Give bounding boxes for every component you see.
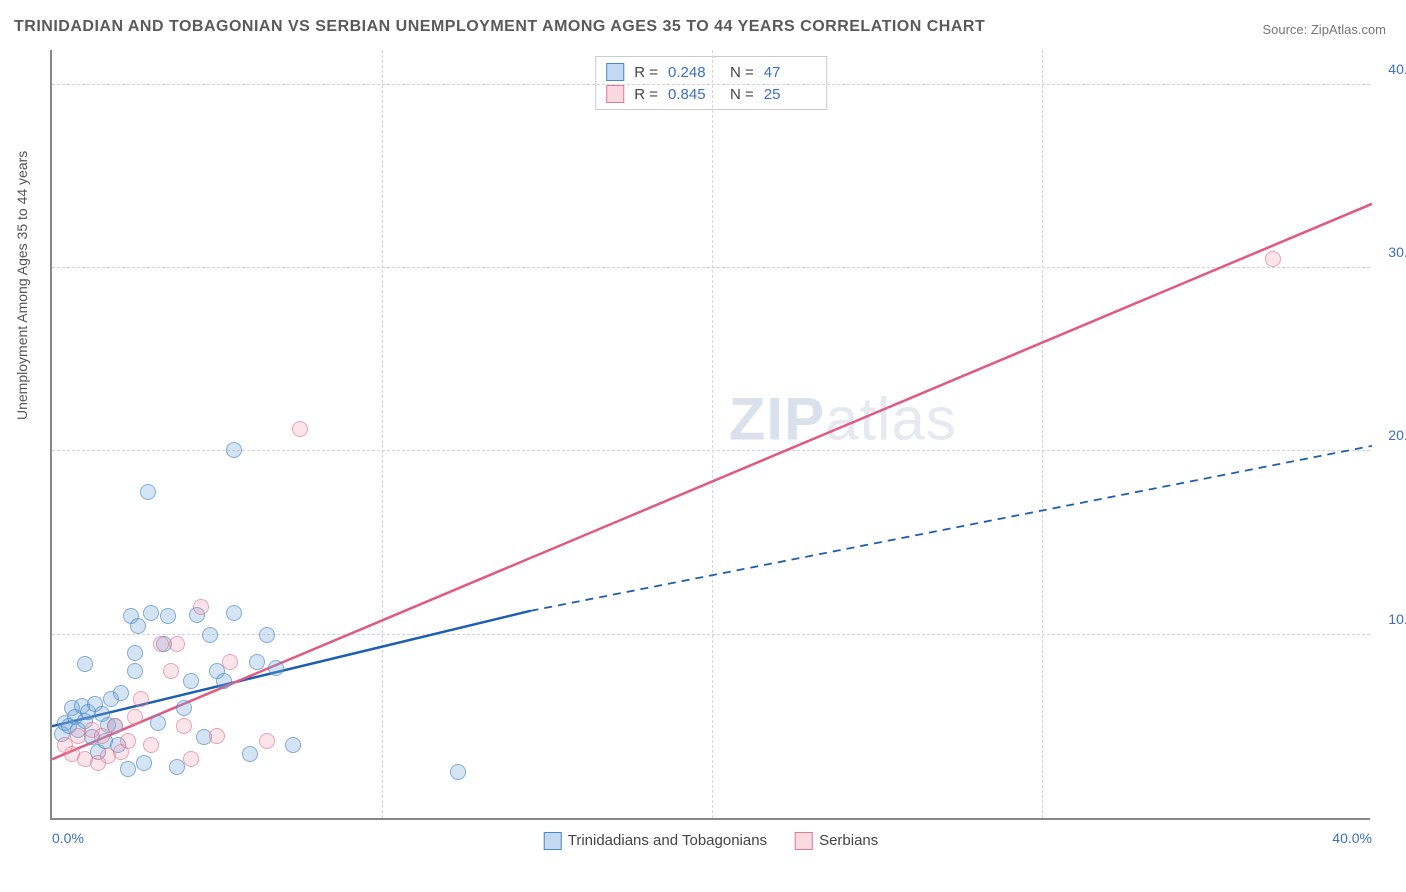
- scatter-point: [127, 663, 143, 679]
- gridline-h: [52, 84, 1370, 85]
- gridline-v: [1042, 50, 1043, 818]
- legend-row-pink: R = 0.845 N = 25: [606, 83, 816, 105]
- scatter-point: [77, 656, 93, 672]
- watermark: ZIPatlas: [729, 384, 957, 453]
- scatter-point: [143, 605, 159, 621]
- scatter-point: [183, 751, 199, 767]
- scatter-point: [259, 733, 275, 749]
- scatter-point: [163, 663, 179, 679]
- scatter-point: [226, 605, 242, 621]
- scatter-point: [127, 709, 143, 725]
- gridline-v: [712, 50, 713, 818]
- scatter-point: [202, 627, 218, 643]
- scatter-point: [160, 608, 176, 624]
- source-label: Source: ZipAtlas.com: [1262, 22, 1386, 37]
- scatter-point: [222, 654, 238, 670]
- x-tick-label: 0.0%: [52, 830, 84, 846]
- scatter-point: [153, 636, 169, 652]
- gridline-v: [382, 50, 383, 818]
- scatter-point: [120, 761, 136, 777]
- x-tick-label: 40.0%: [1332, 830, 1372, 846]
- scatter-point: [140, 484, 156, 500]
- y-tick-label: 30.0%: [1388, 244, 1406, 260]
- scatter-point: [292, 421, 308, 437]
- scatter-point: [133, 691, 149, 707]
- chart-title: TRINIDADIAN AND TOBAGONIAN VS SERBIAN UN…: [14, 18, 985, 36]
- scatter-point: [216, 673, 232, 689]
- scatter-point: [107, 718, 123, 734]
- scatter-point: [226, 442, 242, 458]
- y-tick-label: 40.0%: [1388, 61, 1406, 77]
- legend-row-blue: R = 0.248 N = 47: [606, 61, 816, 83]
- scatter-point: [136, 755, 152, 771]
- scatter-point: [285, 737, 301, 753]
- scatter-point: [183, 673, 199, 689]
- plot-area: ZIPatlas R = 0.248 N = 47 R = 0.845 N = …: [50, 50, 1370, 820]
- scatter-point: [242, 746, 258, 762]
- legend-series: Trinidadians and Tobagonians Serbians: [544, 832, 879, 850]
- scatter-point: [193, 599, 209, 615]
- scatter-point: [130, 618, 146, 634]
- scatter-point: [143, 737, 159, 753]
- scatter-point: [268, 660, 284, 676]
- scatter-point: [450, 764, 466, 780]
- scatter-point: [120, 733, 136, 749]
- gridline-h: [52, 634, 1370, 635]
- legend-swatch-blue: [606, 63, 624, 81]
- legend-swatch-pink: [606, 85, 624, 103]
- gridline-h: [52, 267, 1370, 268]
- scatter-point: [176, 700, 192, 716]
- scatter-point: [127, 645, 143, 661]
- scatter-point: [113, 685, 129, 701]
- scatter-point: [150, 715, 166, 731]
- scatter-point: [1265, 251, 1281, 267]
- legend-item-pink: Serbians: [795, 832, 878, 850]
- y-tick-label: 10.0%: [1388, 611, 1406, 627]
- y-axis-label: Unemployment Among Ages 35 to 44 years: [14, 151, 30, 420]
- legend-item-blue: Trinidadians and Tobagonians: [544, 832, 767, 850]
- scatter-point: [259, 627, 275, 643]
- gridline-h: [52, 450, 1370, 451]
- scatter-point: [176, 718, 192, 734]
- scatter-point: [169, 636, 185, 652]
- scatter-point: [209, 728, 225, 744]
- y-tick-label: 20.0%: [1388, 427, 1406, 443]
- scatter-point: [249, 654, 265, 670]
